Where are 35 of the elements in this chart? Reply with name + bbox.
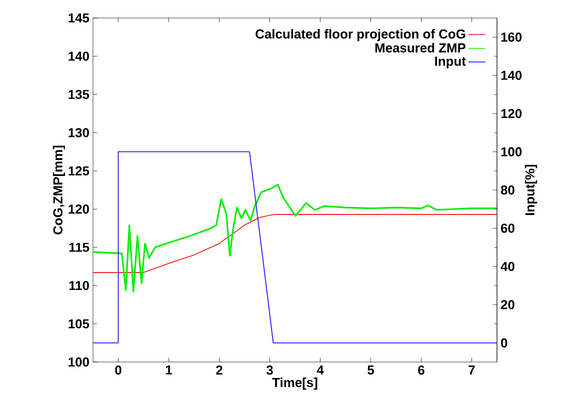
- x-axis-title: Time[s]: [272, 378, 318, 390]
- x-tick-label: 2: [216, 366, 222, 375]
- y2-tick-label: 140: [501, 70, 522, 80]
- y2-tick-label: 80: [500, 185, 514, 195]
- x-tick-label: 4: [316, 366, 324, 374]
- x-tick-label: 5: [368, 366, 374, 375]
- y-tick-label: 130: [68, 128, 89, 138]
- x-tick-label: 1: [166, 366, 172, 374]
- line-series: [93, 214, 497, 273]
- y2-tick-label: 120: [501, 108, 522, 118]
- y2-tick-label: 100: [501, 147, 522, 156]
- y-tick-label: 120: [68, 204, 89, 214]
- y2-tick-label: 160: [501, 32, 522, 42]
- y-tick-label: 135: [68, 90, 90, 100]
- y-axis-title: CoG,ZMP[mm]: [52, 146, 66, 234]
- y2-tick-label: 20: [500, 300, 514, 310]
- y2-axis-title: Input[%]: [524, 164, 538, 216]
- x-tick-label: 0: [115, 366, 122, 375]
- y2-tick-label: 40: [500, 262, 514, 272]
- legend-label: Input: [435, 56, 466, 68]
- legend-label: Measured ZMP: [375, 42, 466, 52]
- y2-tick-label: 0: [501, 338, 508, 348]
- y-tick-label: 125: [68, 166, 90, 176]
- y-tick-label: 115: [69, 242, 90, 252]
- line-series: [93, 184, 497, 292]
- y2-tick-label: 60: [500, 224, 514, 233]
- y-tick-label: 145: [68, 13, 90, 23]
- x-tick-label: 3: [266, 366, 273, 375]
- y-tick-label: 110: [69, 280, 89, 290]
- y-tick-label: 100: [68, 357, 89, 367]
- y-tick-label: 105: [68, 319, 90, 328]
- legend-label: Calculated floor projection of CoG: [256, 29, 466, 42]
- x-tick-label: 7: [468, 366, 475, 374]
- x-tick-label: 6: [418, 366, 424, 375]
- y-tick-label: 140: [68, 52, 89, 61]
